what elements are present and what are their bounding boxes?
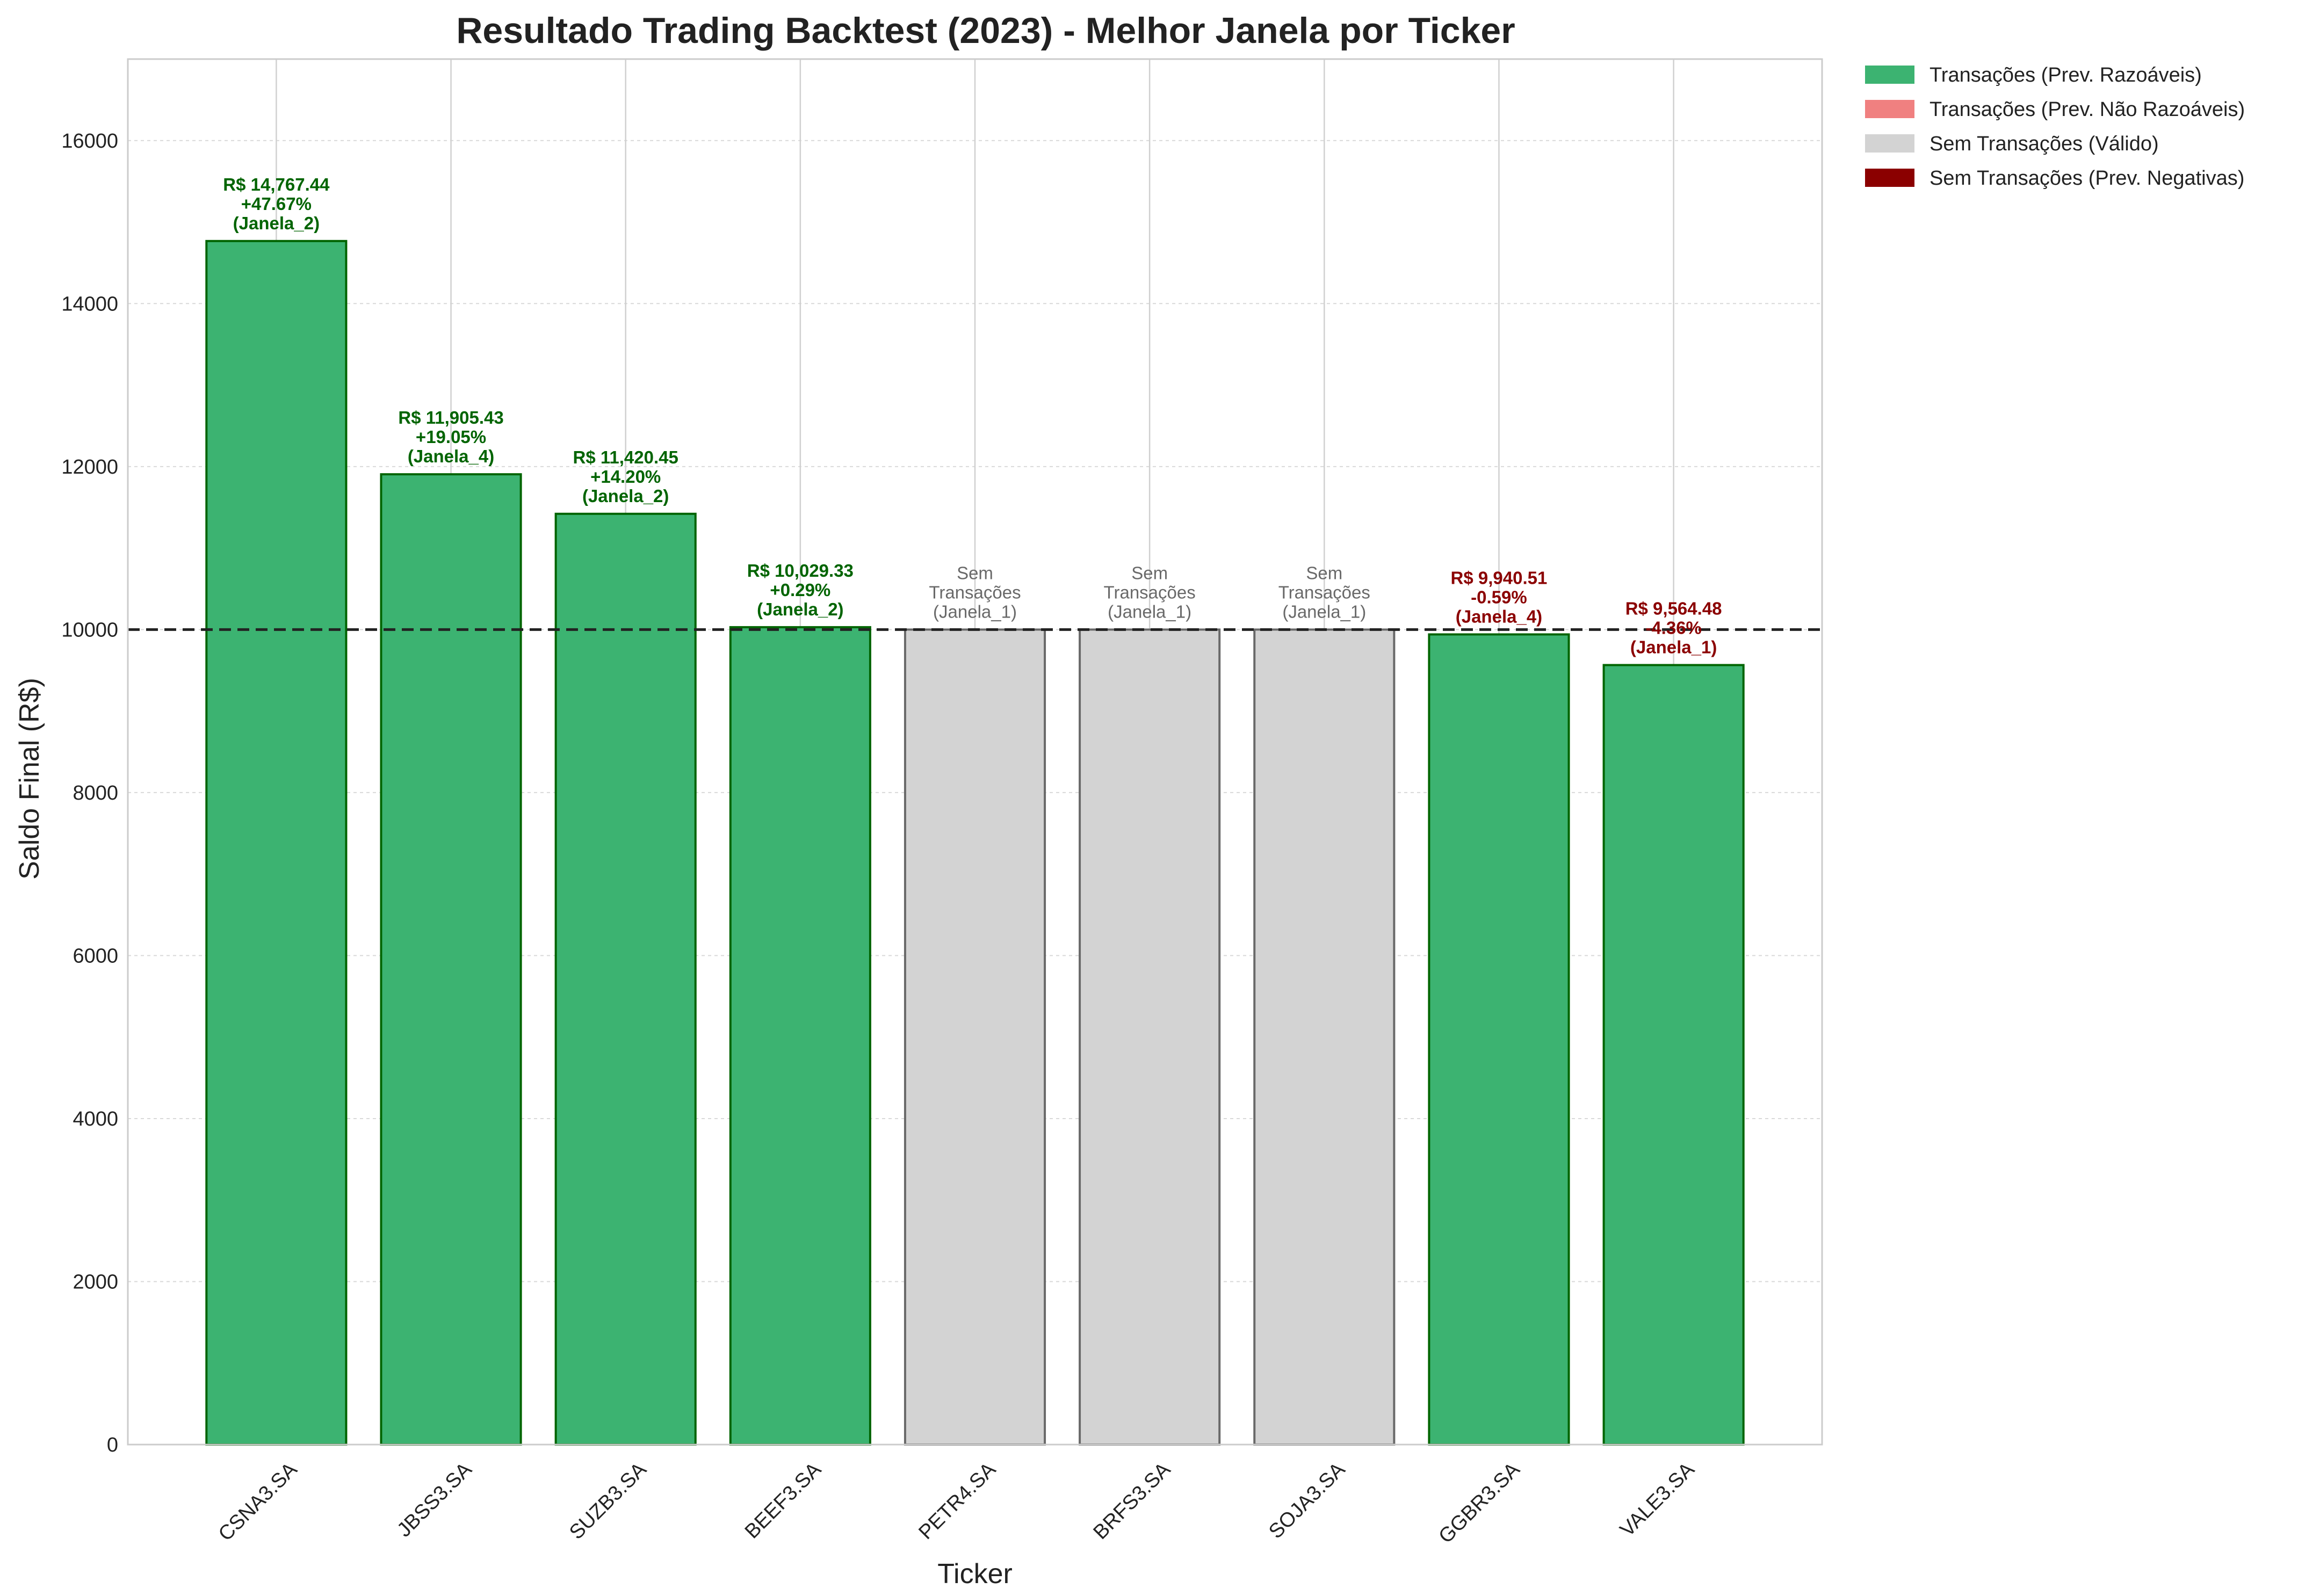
bar-label-beef3.sa: R$ 10,029.33 +0.29% (Janela_2) <box>747 561 854 619</box>
y-tick-label: 12000 <box>61 456 118 478</box>
bar-label-line: +47.67% <box>241 194 312 214</box>
bar-label-jbss3.sa: R$ 11,905.43 +19.05% (Janela_4) <box>398 408 503 466</box>
bar-label-line: (Janela_2) <box>757 599 843 619</box>
bar-label-line: Sem <box>1306 563 1342 583</box>
bar-soja3.sa <box>1253 628 1396 1446</box>
bar-vale3.sa <box>1602 664 1745 1446</box>
bar-label-line: (Janela_2) <box>233 213 320 233</box>
bar-label-line: R$ 11,905.43 <box>398 408 503 427</box>
plot-frame <box>127 58 1823 1446</box>
y-tick-label: 8000 <box>73 782 118 804</box>
bar-csna3.sa <box>205 240 348 1446</box>
bar-label-line: R$ 9,940.51 <box>1451 568 1548 587</box>
bar-label-line: (Janela_1) <box>1630 637 1717 657</box>
bar-ggbr3.sa <box>1428 633 1570 1446</box>
legend-swatch <box>1865 169 1914 187</box>
legend-swatch <box>1865 66 1914 84</box>
bar-brfs3.sa <box>1079 628 1221 1446</box>
legend: Transações (Prev. Razoáveis) Transações (… <box>1865 64 2245 190</box>
bars-layer <box>128 240 1822 1446</box>
legend-label: Transações (Prev. Não Razoáveis) <box>1930 98 2245 121</box>
bar-petr4.sa <box>904 628 1046 1446</box>
y-ticks-layer: 0 2000 4000 6000 8000 10000 12000 14000 16000 <box>61 130 118 1456</box>
chart-title: Resultado Trading Backtest (2023) - Melh… <box>456 10 1515 51</box>
y-tick-label: 4000 <box>73 1108 118 1130</box>
bar-label-line: +19.05% <box>416 427 486 447</box>
bar-label-line: R$ 14,767.44 <box>223 175 330 194</box>
bar-label-line: Sem <box>1131 563 1168 583</box>
bar-label-line: (Janela_4) <box>408 446 494 466</box>
bar-jbss3.sa <box>380 473 522 1446</box>
bar-label-line: +14.20% <box>590 467 661 487</box>
bar-label-brfs3.sa: Sem Transações (Janela_1) <box>1104 563 1196 621</box>
bar-label-soja3.sa: Sem Transações (Janela_1) <box>1278 563 1370 621</box>
legend-swatch <box>1865 100 1914 118</box>
legend-swatch <box>1865 134 1914 153</box>
legend-label: Transações (Prev. Razoáveis) <box>1930 64 2202 86</box>
bar-label-line: Transações <box>1104 582 1196 602</box>
bar-labels-layer: R$ 14,767.44 +47.67% (Janela_2)R$ 11,905.4… <box>223 175 1722 657</box>
bar-beef3.sa <box>729 626 871 1446</box>
bar-label-csna3.sa: R$ 14,767.44 +47.67% (Janela_2) <box>223 175 330 233</box>
legend-label: Sem Transações (Válido) <box>1930 133 2159 155</box>
y-tick-label: 6000 <box>73 945 118 967</box>
y-tick-label: 0 <box>107 1434 118 1456</box>
bar-label-line: R$ 10,029.33 <box>747 561 854 581</box>
bar-label-line: -4.36% <box>1645 618 1702 637</box>
x-axis-label: Ticker <box>937 1558 1013 1590</box>
bar-label-line: R$ 11,420.45 <box>573 447 678 467</box>
bar-label-line: Transações <box>929 582 1021 602</box>
bar-label-suzb3.sa: R$ 11,420.45 +14.20% (Janela_2) <box>573 447 678 506</box>
bar-label-line: (Janela_1) <box>933 601 1017 621</box>
legend-label: Sem Transações (Prev. Negativas) <box>1930 167 2244 190</box>
bar-label-line: (Janela_1) <box>1282 601 1366 621</box>
bar-label-line: (Janela_2) <box>582 486 669 506</box>
bar-label-ggbr3.sa: R$ 9,940.51 -0.59% (Janela_4) <box>1451 568 1548 626</box>
bar-label-vale3.sa: R$ 9,564.48 -4.36% (Janela_1) <box>1625 598 1722 657</box>
y-tick-label: 16000 <box>61 130 118 153</box>
bar-label-line: +0.29% <box>770 580 830 600</box>
bar-label-petr4.sa: Sem Transações (Janela_1) <box>929 563 1021 621</box>
bar-label-line: -0.59% <box>1471 587 1527 607</box>
bar-label-line: (Janela_1) <box>1108 601 1191 621</box>
bar-label-line: R$ 9,564.48 <box>1625 598 1722 618</box>
bar-label-line: Transações <box>1278 582 1370 602</box>
bar-label-line: (Janela_4) <box>1456 606 1542 626</box>
y-tick-label: 14000 <box>61 293 118 315</box>
bar-label-line: Sem <box>957 563 993 583</box>
y-axis-label: Saldo Final (R$) <box>14 678 45 880</box>
y-tick-label: 2000 <box>73 1271 118 1293</box>
y-tick-label: 10000 <box>61 619 118 641</box>
bar-suzb3.sa <box>554 512 697 1446</box>
